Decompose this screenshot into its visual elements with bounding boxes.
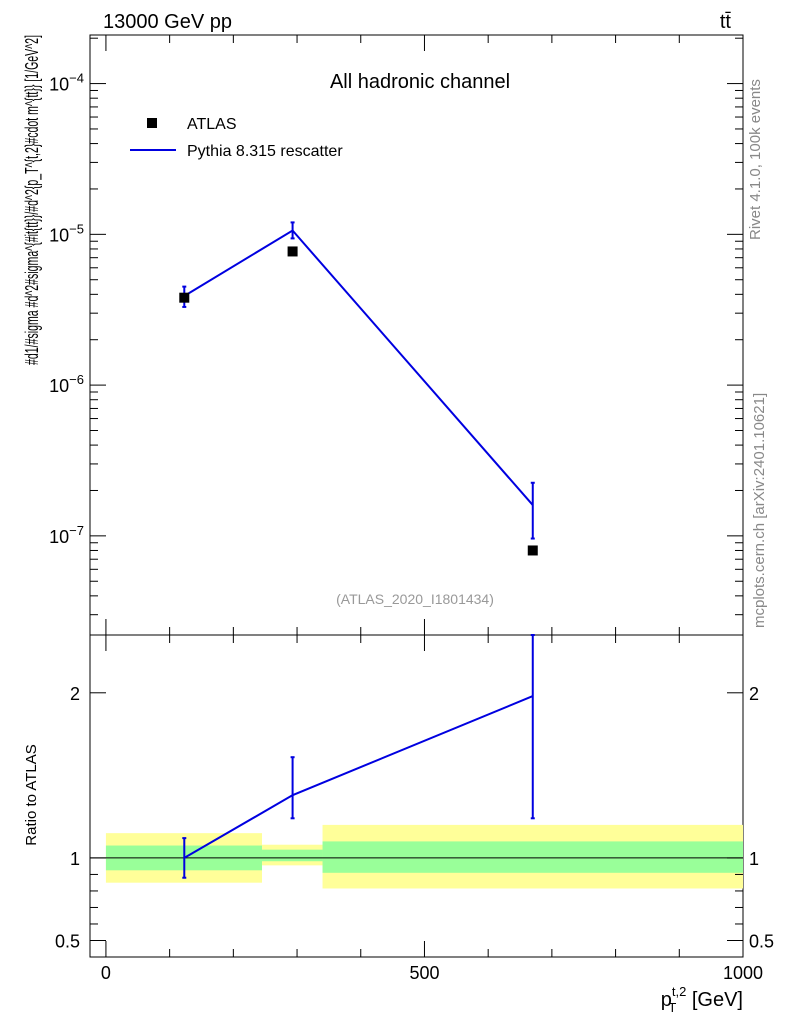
atlas-data-point xyxy=(287,246,298,257)
main-panel: 10−7 10−6 10−5 10−4 All hadronic channel (A… xyxy=(22,34,744,636)
main-marks xyxy=(179,221,538,556)
legend: ATLAS Pythia 8.315 rescatter xyxy=(130,116,343,160)
ratio-y-tick-label: 0.5 xyxy=(55,931,80,951)
ratio-y-tick-label: 1 xyxy=(70,849,80,869)
ratio-marks xyxy=(182,634,535,879)
ratio-x-tick-label: 1000 xyxy=(723,963,763,983)
ratio-frame xyxy=(89,634,744,958)
x-axis-label: pt,2 T [GeV] xyxy=(661,984,743,1015)
ratio-x-tick-label: 0 xyxy=(101,963,111,983)
ratio-panel: 0.5 0.5 1 1 2 2 0 500 1000 Ratio to ATLAS xyxy=(23,634,774,983)
process-label: tt̄ xyxy=(720,11,732,33)
atlas-data-point xyxy=(527,545,538,556)
ratio-y-tick-label: 2 xyxy=(70,684,80,704)
ratio-y-ticks: 0.5 0.5 1 1 2 2 xyxy=(55,684,774,952)
main-x-ticks xyxy=(105,35,744,635)
ratio-y-tick-label-right: 2 xyxy=(749,684,759,704)
energy-label: 13000 GeV pp xyxy=(103,11,232,33)
ratio-band-inner xyxy=(322,841,743,873)
ratio-x-ticks: 0 500 1000 xyxy=(101,635,763,983)
main-y-ticks: 10−7 10−6 10−5 10−4 xyxy=(49,37,743,616)
legend-atlas-label: ATLAS xyxy=(187,116,237,133)
main-y-axis-label: #d1/#sigma #d^2#sigma^{#it{tt}}/#d^2{p_T… xyxy=(22,35,43,365)
main-y-tick-label: 10−4 xyxy=(49,71,84,95)
chart-title: All hadronic channel xyxy=(330,71,510,93)
main-y-tick-label: 10−5 xyxy=(49,221,84,245)
mcplots-label: mcplots.cern.ch [arXiv:2401.10621] xyxy=(751,393,768,628)
legend-atlas-marker xyxy=(147,118,157,128)
x-axis-title: pt,2 T [GeV] xyxy=(661,984,743,1015)
main-y-tick-label: 10−6 xyxy=(49,372,84,396)
main-y-axis-title: #d1/#sigma #d^2#sigma^{#it{tt}}/#d^2{p_T… xyxy=(22,35,43,365)
legend-mc-label: Pythia 8.315 rescatter xyxy=(187,143,343,160)
mc-series-line xyxy=(183,229,534,506)
ratio-y-axis-label: Ratio to ATLAS xyxy=(23,744,40,845)
ratio-y-tick-label-right: 0.5 xyxy=(749,931,774,951)
main-y-tick-label: 10−7 xyxy=(49,523,84,547)
analysis-id: (ATLAS_2020_I1801434) xyxy=(336,591,494,607)
ratio-x-tick-label: 500 xyxy=(409,963,439,983)
atlas-data-point xyxy=(179,292,190,303)
ratio-band-inner xyxy=(262,849,323,862)
rivet-label: Rivet 4.1.0, 100k events xyxy=(747,79,764,240)
ratio-y-tick-label-right: 1 xyxy=(749,849,759,869)
